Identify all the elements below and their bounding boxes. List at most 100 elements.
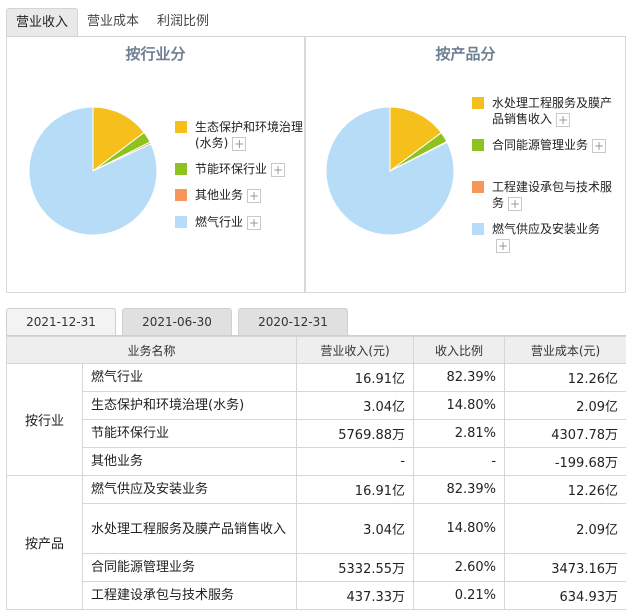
legend-label: 燃气供应及安装业务 (492, 222, 601, 236)
expand-plus-icon[interactable]: + (271, 162, 286, 177)
legend-label: 合同能源管理业务 (492, 138, 589, 152)
row-cost: 12.26亿 (504, 475, 626, 504)
expand-plus-icon[interactable]: + (247, 188, 262, 203)
row-revenue: 3.04亿 (296, 391, 415, 420)
row-name: 生态保护和环境治理(水务) (81, 391, 298, 420)
row-ratio: 0.21% (413, 581, 506, 610)
product-chart-title: 按产品分 (435, 45, 496, 63)
legend-swatch (472, 139, 484, 151)
industry-chart-title: 按行业分 (125, 45, 186, 63)
row-cost: 4307.78万 (504, 419, 626, 448)
pie-slice[interactable] (28, 106, 158, 236)
row-cost: 2.09亿 (504, 391, 626, 420)
row-cost: 634.93万 (504, 581, 626, 610)
legend-label: 生态保护和环境治理(水务) (195, 120, 304, 150)
product-pie-chart (325, 106, 455, 236)
tab-revenue[interactable]: 营业收入 (6, 8, 79, 36)
row-revenue: 3.04亿 (296, 503, 415, 554)
row-ratio: 14.80% (413, 391, 506, 420)
legend-swatch (175, 121, 187, 133)
pie-slice[interactable] (389, 106, 442, 172)
expand-plus-icon[interactable]: + (496, 238, 510, 253)
row-ratio: 82.39% (413, 363, 506, 392)
tabs-divider (6, 36, 626, 37)
industry-pie-chart (28, 106, 158, 236)
row-name: 工程建设承包与技术服务 (81, 581, 298, 610)
legend-label: 节能环保行业 (195, 162, 268, 176)
product-chart-panel: 按产品分 水处理工程服务及膜产品销售收入 + 合同能源管理业务 + 工程建设承包与技… (305, 37, 626, 293)
date-tab-2020-12-31[interactable]: 2020-12-31 (238, 308, 348, 335)
header-business-name: 业务名称 (5, 336, 298, 364)
date-tabs-divider (6, 335, 626, 336)
expand-plus-icon[interactable]: + (508, 196, 523, 211)
category-by-product: 按产品 (6, 475, 83, 610)
industry-legend-item: 节能环保行业 + (175, 161, 305, 177)
legend-label: 工程建设承包与技术服务 (492, 180, 613, 210)
product-legend-item: 燃气供应及安装业务 + (472, 221, 612, 253)
legend-swatch (472, 223, 484, 235)
industry-chart-panel: 按行业分 生态保护和环境治理(水务) + 节能环保行业 + 其他业务 + 燃气行业 + (6, 37, 305, 293)
row-name: 水处理工程服务及膜产品销售收入 (81, 503, 298, 554)
row-ratio: 82.39% (413, 475, 506, 504)
tab-cost[interactable]: 营业成本 (87, 14, 140, 29)
table-row: 其他业务 - - -199.68万 (7, 447, 626, 476)
row-name: 其他业务 (81, 447, 298, 476)
row-revenue: - (296, 447, 415, 476)
date-tab-2021-06-30[interactable]: 2021-06-30 (122, 308, 232, 335)
row-cost: 12.26亿 (504, 363, 626, 392)
header-cost: 营业成本(元) (504, 336, 626, 364)
table-header-row: 业务名称 营业收入(元) 收入比例 营业成本(元) (5, 336, 626, 364)
row-cost: -199.68万 (504, 447, 626, 476)
table-row: 工程建设承包与技术服务 437.33万 0.21% 634.93万 (7, 581, 626, 610)
table-row: 生态保护和环境治理(水务) 3.04亿 14.80% 2.09亿 (7, 391, 626, 420)
expand-plus-icon[interactable]: + (232, 136, 247, 151)
header-revenue: 营业收入(元) (296, 336, 415, 364)
date-tab-2021-12-31[interactable]: 2021-12-31 (6, 308, 116, 335)
legend-swatch (175, 189, 187, 201)
tab-profit-ratio[interactable]: 利润比例 (157, 14, 210, 29)
product-legend-item: 合同能源管理业务 + (472, 137, 612, 153)
row-revenue: 16.91亿 (296, 363, 415, 392)
table-row: 节能环保行业 5769.88万 2.81% 4307.78万 (7, 419, 626, 448)
expand-plus-icon[interactable]: + (592, 138, 607, 153)
row-name: 合同能源管理业务 (81, 553, 298, 582)
row-name: 燃气行业 (81, 363, 298, 392)
row-cost: 3473.16万 (504, 553, 626, 582)
industry-legend-item: 其他业务 + (175, 187, 305, 203)
row-ratio: 14.80% (413, 503, 506, 554)
row-revenue: 16.91亿 (296, 475, 415, 504)
row-ratio: 2.81% (413, 419, 506, 448)
row-name: 燃气供应及安装业务 (81, 475, 298, 504)
legend-label: 燃气行业 (195, 215, 244, 229)
header-ratio: 收入比例 (413, 336, 506, 364)
legend-swatch (472, 97, 484, 109)
table-row: 水处理工程服务及膜产品销售收入 3.04亿 14.80% 2.09亿 (7, 503, 626, 554)
product-legend-item: 水处理工程服务及膜产品销售收入 + (472, 95, 612, 127)
expand-plus-icon[interactable]: + (556, 112, 571, 127)
row-name: 节能环保行业 (81, 419, 298, 448)
top-tabs: 营业收入 营业成本 利润比例 (6, 8, 218, 36)
industry-legend: 生态保护和环境治理(水务) + 节能环保行业 + 其他业务 + 燃气行业 + (175, 119, 305, 239)
row-revenue: 437.33万 (296, 581, 415, 610)
row-cost: 2.09亿 (504, 503, 626, 554)
table-row: 按产品 燃气供应及安装业务 16.91亿 82.39% 12.26亿 (6, 475, 626, 610)
legend-swatch (175, 163, 187, 175)
industry-legend-item: 生态保护和环境治理(水务) + (175, 119, 305, 151)
table-row: 按行业 燃气行业 16.91亿 82.39% 12.26亿 (6, 363, 626, 476)
category-by-industry: 按行业 (6, 363, 83, 476)
date-tabs: 2021-12-31 2021-06-30 2020-12-31 (6, 308, 354, 336)
product-legend: 水处理工程服务及膜产品销售收入 + 合同能源管理业务 + 工程建设承包与技术服务 + … (472, 95, 612, 265)
legend-swatch (472, 181, 484, 193)
row-ratio: - (413, 447, 506, 476)
row-revenue: 5769.88万 (296, 419, 415, 448)
legend-swatch (175, 216, 187, 228)
row-revenue: 5332.55万 (296, 553, 415, 582)
legend-label: 水处理工程服务及膜产品销售收入 (492, 96, 613, 126)
pie-slice[interactable] (325, 106, 455, 236)
legend-label: 其他业务 (195, 188, 244, 202)
expand-plus-icon[interactable]: + (247, 215, 262, 230)
business-breakdown-table: 业务名称 营业收入(元) 收入比例 营业成本(元) 按行业 燃气行业 16.91… (5, 336, 626, 610)
product-legend-item: 工程建设承包与技术服务 + (472, 179, 612, 211)
pie-slice[interactable] (92, 106, 145, 173)
table-row: 合同能源管理业务 5332.55万 2.60% 3473.16万 (7, 553, 626, 582)
